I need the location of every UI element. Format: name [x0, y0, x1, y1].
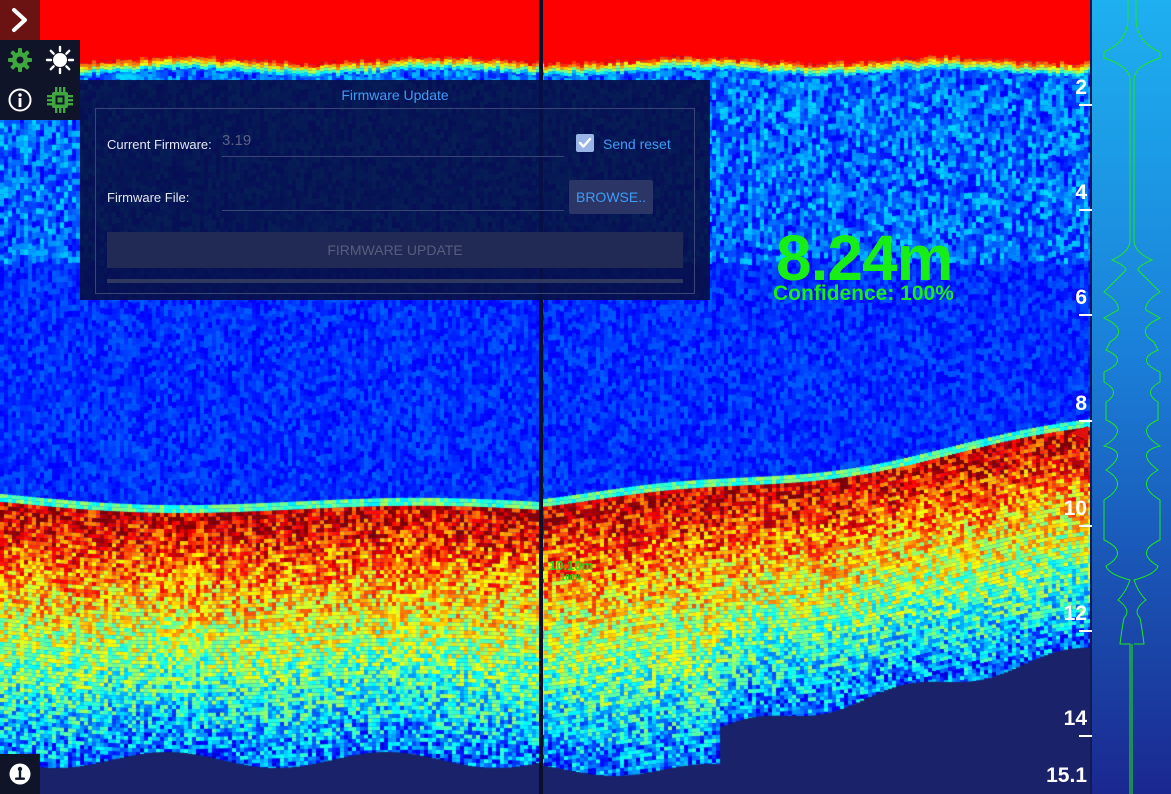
- confidence-readout: Confidence: 100%: [773, 282, 954, 305]
- expand-menu-button[interactable]: [0, 0, 40, 40]
- cursor-distance: 10.10m: [549, 558, 594, 573]
- display-settings-button[interactable]: [40, 40, 80, 80]
- gear-icon: [8, 48, 32, 72]
- depth-tick-label: 12: [1063, 601, 1087, 625]
- send-reset-label[interactable]: Send reset: [603, 136, 671, 152]
- firmware-file-label: Firmware File:: [107, 190, 190, 205]
- depth-tick-label: 10: [1063, 496, 1087, 520]
- checkmark-icon: [578, 137, 592, 148]
- joystick-button[interactable]: [0, 754, 40, 794]
- depth-tick-label: 14: [1063, 707, 1087, 731]
- settings-button[interactable]: [0, 40, 40, 80]
- chevron-right-icon: [12, 8, 27, 32]
- distance-readout: 8.24m: [776, 222, 953, 294]
- depth-tick-label: 2: [1075, 76, 1087, 100]
- depth-tick-label: 6: [1075, 286, 1087, 310]
- send-reset-checkbox[interactable]: [576, 134, 594, 152]
- depth-tick-label: 8: [1075, 391, 1087, 415]
- depth-marker-icon: [1070, 426, 1088, 441]
- depth-tick-mark: [1079, 104, 1095, 107]
- firmware-update-button[interactable]: FIRMWARE UPDATE: [107, 232, 683, 268]
- depth-tick-mark: [1079, 629, 1095, 632]
- current-firmware-value: 3.19: [222, 132, 252, 149]
- sun-icon: [45, 45, 75, 75]
- current-firmware-field: 3.19: [222, 132, 564, 157]
- profile-trace: [1102, 0, 1162, 794]
- depth-tick-mark: [1079, 419, 1095, 422]
- cursor-line[interactable]: [539, 0, 543, 794]
- depth-tick-mark: [1079, 314, 1095, 317]
- depth-max-label: 15.1: [1046, 764, 1087, 787]
- signal-profile-chart: [1092, 0, 1171, 794]
- panel-frame: [95, 108, 695, 294]
- firmware-file-input[interactable]: [222, 185, 564, 211]
- info-icon: [8, 88, 32, 112]
- chip-icon: [47, 87, 73, 113]
- firmware-progress-bar: [107, 279, 683, 283]
- depth-tick-mark: [1079, 524, 1095, 527]
- current-firmware-label: Current Firmware:: [107, 137, 212, 152]
- firmware-update-panel: Firmware Update Current Firmware: 3.19 S…: [80, 80, 710, 300]
- cursor-confidence: 100%: [560, 573, 582, 582]
- panel-title: Firmware Update: [341, 87, 449, 103]
- depth-tick-mark: [1079, 209, 1095, 212]
- depth-tick-mark: [1079, 735, 1095, 738]
- depth-axis: 2 4 6 8 10 12 14 15.1: [1040, 0, 1095, 794]
- info-button[interactable]: [0, 80, 40, 120]
- depth-tick-label: 4: [1075, 181, 1087, 205]
- firmware-button[interactable]: [40, 80, 80, 120]
- cursor-depth-readout: 10.10m 100%: [549, 558, 594, 583]
- joystick-icon: [9, 763, 31, 785]
- browse-button[interactable]: BROWSE..: [569, 180, 653, 214]
